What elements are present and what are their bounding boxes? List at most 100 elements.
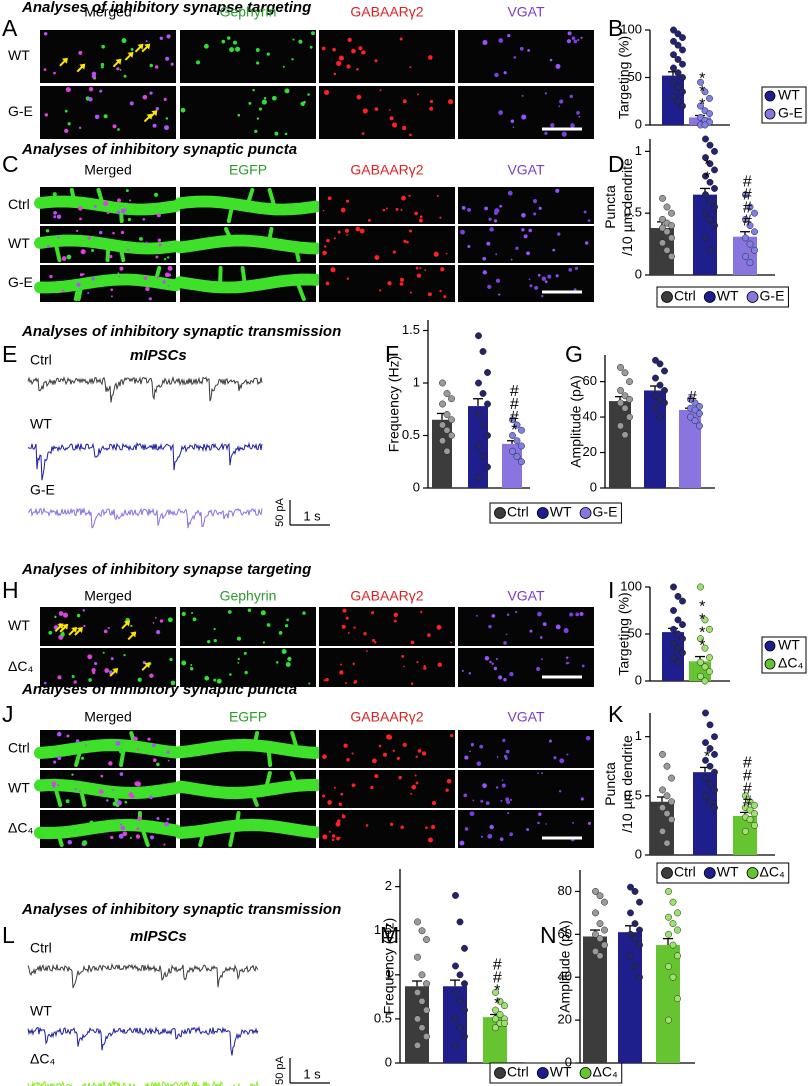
- section-title: Analyses of inhibitory synaptic puncta: [21, 141, 297, 158]
- data-point: [627, 930, 634, 938]
- punctum: [505, 633, 508, 636]
- punctum: [165, 117, 169, 120]
- data-point: [702, 209, 709, 217]
- data-point: [475, 332, 482, 340]
- punctum: [559, 758, 565, 764]
- spine: [55, 827, 64, 847]
- punctum: [159, 210, 163, 213]
- data-point: [663, 228, 671, 236]
- data-point: [518, 426, 525, 434]
- punctum: [91, 71, 97, 77]
- punctum: [544, 131, 548, 135]
- data-point: [669, 920, 677, 928]
- punctum: [409, 291, 412, 294]
- spine: [224, 226, 235, 247]
- data-point: [746, 259, 754, 267]
- punctum: [76, 282, 81, 287]
- column-header: Gephyrin: [220, 4, 277, 20]
- punctum: [351, 752, 354, 755]
- punctum: [429, 106, 434, 111]
- arrow-head: [112, 668, 119, 675]
- punctum: [491, 614, 496, 618]
- punctum: [521, 94, 524, 97]
- punctum: [149, 91, 153, 95]
- punctum: [110, 288, 114, 292]
- data-point: [746, 816, 754, 823]
- punctum: [79, 790, 81, 793]
- data-point: [656, 395, 664, 403]
- punctum: [48, 630, 53, 635]
- micrograph: [319, 187, 455, 224]
- punctum: [156, 762, 160, 767]
- punctum: [112, 124, 117, 129]
- data-point: [439, 379, 446, 387]
- spine: [76, 281, 84, 302]
- data-point: [621, 392, 629, 400]
- data-point: [706, 197, 714, 205]
- data-point: [518, 442, 525, 450]
- punctum: [196, 60, 201, 65]
- trace-label: ΔC₄: [30, 1051, 55, 1067]
- punctum: [243, 651, 247, 655]
- data-point: [669, 973, 677, 981]
- data-point: [439, 400, 446, 408]
- data-point: [479, 421, 487, 429]
- row-label: WT: [8, 47, 30, 63]
- data-point: [711, 768, 718, 776]
- punctum: [82, 609, 86, 612]
- punctum: [65, 87, 71, 93]
- data-point: [702, 135, 709, 143]
- punctum: [79, 217, 82, 221]
- arrow-head: [79, 63, 86, 70]
- data-point: [596, 892, 604, 900]
- punctum: [544, 280, 548, 284]
- micrograph: [319, 265, 455, 302]
- punctum: [121, 208, 125, 213]
- punctum: [156, 816, 160, 820]
- punctum: [503, 677, 507, 682]
- punctum: [538, 812, 542, 816]
- row-label: G-E: [8, 103, 33, 119]
- punctum: [544, 92, 548, 95]
- data-point: [501, 1002, 508, 1010]
- data-point: [601, 941, 608, 949]
- punctum: [499, 837, 504, 841]
- trace-label: Ctrl: [30, 940, 52, 956]
- punctum: [237, 113, 241, 117]
- y-tick-label: 0: [385, 1054, 392, 1069]
- spine: [129, 731, 139, 751]
- punctum: [100, 774, 104, 778]
- punctum: [583, 210, 587, 214]
- data-point: [443, 426, 451, 434]
- punctum: [78, 126, 82, 130]
- punctum: [125, 189, 129, 193]
- data-point: [674, 616, 682, 624]
- data-point: [679, 46, 686, 54]
- punctum: [79, 288, 82, 291]
- arrow-head: [151, 110, 158, 117]
- data-point: [679, 649, 686, 657]
- punctum: [322, 250, 327, 256]
- punctum: [416, 660, 419, 664]
- y-axis-label: Amplitude (pA): [568, 375, 584, 468]
- data-point: [702, 792, 709, 800]
- punctum: [411, 784, 417, 790]
- data-point: [652, 392, 659, 400]
- punctum: [108, 761, 113, 766]
- punctum: [437, 662, 443, 667]
- punctum: [549, 58, 553, 62]
- punctum: [382, 208, 386, 212]
- punctum: [495, 657, 498, 661]
- data-point: [601, 898, 608, 906]
- data-point: [663, 762, 671, 770]
- data-point: [746, 798, 754, 806]
- legend-label: WT: [717, 864, 739, 880]
- punctum: [261, 99, 267, 105]
- punctum: [237, 657, 240, 661]
- punctum: [89, 820, 94, 825]
- punctum: [52, 784, 56, 788]
- data-point: [484, 400, 491, 408]
- punctum: [333, 237, 336, 240]
- data-point: [674, 658, 682, 666]
- punctum: [336, 836, 340, 841]
